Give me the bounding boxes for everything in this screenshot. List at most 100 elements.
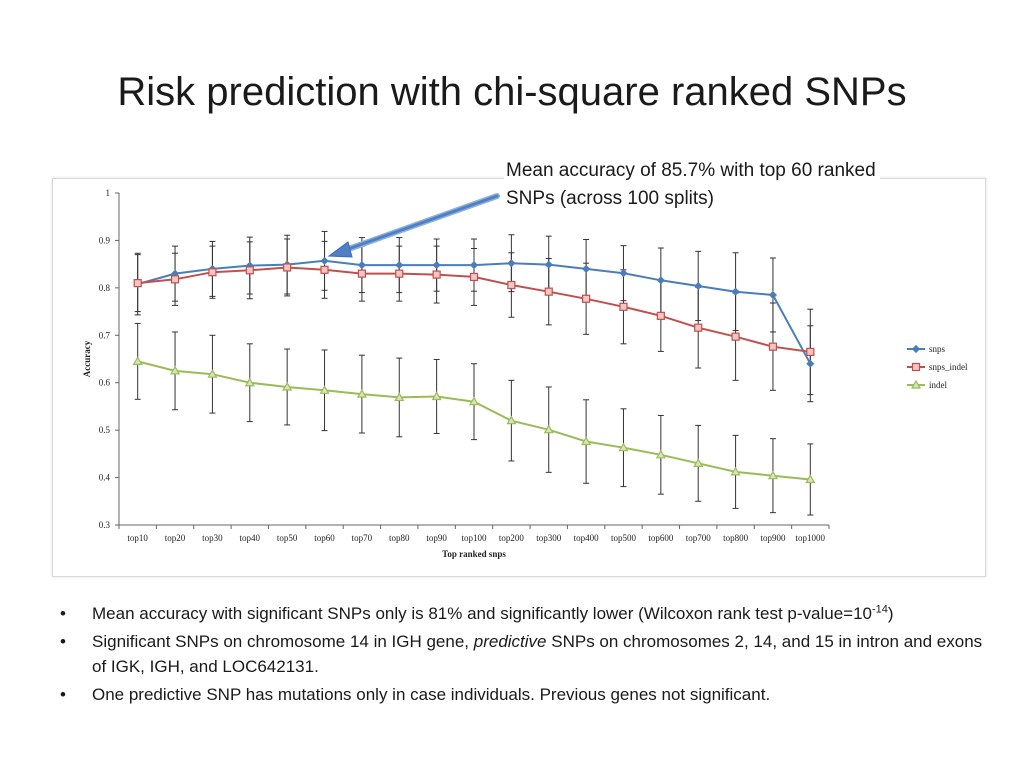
data-point-snps_indel (469, 272, 479, 282)
y-tick-label: 0.7 (99, 330, 111, 340)
data-point-snps_indel (619, 302, 628, 311)
data-point-snps (694, 281, 703, 291)
data-point-snps_indel (507, 280, 516, 290)
bullet-superscript: -14 (872, 603, 888, 616)
legend-marker-snps_indel (911, 362, 921, 372)
x-tick-label: top40 (240, 533, 261, 543)
accuracy-line-chart: 1 0.9 0.8 0.7 0.6 0.5 0.4 0.3 top10 top20 top30 top… (82, 188, 968, 559)
legend-label: snps_indel (929, 362, 968, 372)
bullet-list: • Mean accuracy with significant SNPs on… (60, 601, 990, 710)
data-point-snps_indel (320, 265, 329, 274)
data-point-indel (543, 424, 554, 434)
data-point-indel (170, 365, 181, 375)
data-point-snps (320, 256, 329, 265)
data-point-snps_indel (806, 347, 815, 356)
x-tick-label: top400 (574, 533, 600, 543)
data-point-indel (730, 466, 741, 476)
data-point-indel (282, 381, 293, 391)
data-point-snps_indel (395, 269, 404, 278)
data-point-snps_indel (208, 268, 217, 277)
data-point-snps_indel (582, 294, 591, 303)
data-point-snps (656, 276, 665, 285)
bullet-item-1: • Mean accuracy with significant SNPs on… (60, 601, 990, 626)
bullet-text: Significant SNPs on chromosome 14 in IGH… (92, 632, 474, 651)
bullet-text: One predictive SNP has mutations only in… (92, 685, 771, 704)
y-tick-label: 0.5 (99, 425, 111, 435)
data-point-snps (806, 359, 815, 368)
data-point-snps (432, 261, 441, 270)
x-tick-label: top70 (352, 533, 373, 543)
x-tick-label: top100 (461, 533, 487, 543)
data-point-snps (395, 261, 404, 270)
bullet-emphasis: predictive (473, 632, 547, 651)
y-tick-label: 0.9 (99, 235, 111, 245)
x-tick-label: top30 (202, 533, 223, 543)
callout-arrow-head (327, 241, 353, 258)
y-tick-label: 0.8 (99, 283, 111, 293)
data-point-snps_indel (245, 266, 254, 275)
legend-label: indel (929, 380, 947, 390)
data-point-indel (693, 458, 704, 467)
data-point-snps (768, 290, 778, 300)
x-tick-label: top700 (686, 533, 712, 543)
x-tick-label: top20 (165, 533, 186, 543)
data-point-snps (582, 264, 591, 273)
callout-arrow-shaft-inner (342, 194, 499, 252)
data-point-snps_indel (133, 279, 142, 288)
data-point-snps_indel (283, 263, 292, 272)
data-point-snps_indel (432, 270, 441, 279)
chart-axes: 1 0.9 0.8 0.7 0.6 0.5 0.4 0.3 top10 top20 top30 top… (82, 188, 830, 559)
x-tick-label: top50 (277, 533, 298, 543)
data-point-snps_indel (170, 275, 180, 284)
data-point-snps (469, 261, 479, 270)
y-tick-label: 0.4 (99, 473, 111, 483)
y-axis-title: Accuracy (82, 340, 92, 377)
x-tick-label: top1000 (796, 533, 826, 543)
data-point-snps (619, 269, 628, 278)
bullet-dot: • (60, 604, 66, 623)
x-tick-label: top500 (611, 533, 637, 543)
x-axis-title: Top ranked snps (442, 549, 506, 559)
x-tick-label: top600 (648, 533, 674, 543)
bullet-text-end: ) (887, 604, 894, 623)
legend-label: snps (929, 344, 946, 354)
data-point-snps_indel (731, 332, 740, 341)
x-tick-label: top10 (127, 533, 148, 543)
data-point-indel (244, 377, 255, 387)
data-point-indel (319, 385, 330, 394)
x-tick-label: top900 (760, 533, 786, 543)
bullet-text: Mean accuracy with significant SNPs only… (92, 604, 872, 623)
data-point-snps_indel (656, 311, 665, 320)
bullet-item-2: • Significant SNPs on chromosome 14 in I… (60, 629, 990, 679)
callout-annotation: Mean accuracy of 85.7% with top 60 ranke… (504, 157, 880, 213)
data-point-indel (431, 391, 442, 401)
legend-marker-indel (910, 379, 922, 389)
bullet-dot: • (60, 632, 66, 651)
legend-marker-snps (911, 344, 921, 354)
data-point-indel (618, 442, 629, 452)
data-point-indel (581, 436, 592, 446)
data-point-snps (357, 261, 366, 270)
x-tick-label: top80 (389, 533, 410, 543)
data-point-snps (507, 259, 516, 268)
x-tick-label: top60 (314, 533, 335, 543)
data-point-indel (506, 415, 517, 425)
bullet-dot: • (60, 685, 66, 704)
data-point-snps (544, 260, 553, 269)
data-point-indel (805, 474, 816, 484)
data-point-indel (394, 392, 405, 402)
bullet-item-3: • One predictive SNP has mutations only … (60, 682, 990, 707)
data-point-indel (132, 356, 143, 365)
y-tick-label: 1 (106, 188, 111, 198)
data-point-snps (731, 287, 740, 296)
data-point-snps_indel (357, 269, 366, 278)
data-point-snps_indel (544, 287, 553, 296)
data-point-indel (356, 388, 367, 398)
x-tick-label: top300 (536, 533, 562, 543)
x-tick-label: top800 (723, 533, 749, 543)
callout-arrow (327, 193, 500, 258)
y-tick-label: 0.6 (99, 378, 111, 388)
series-markers (132, 256, 816, 484)
data-point-snps_indel (694, 323, 703, 332)
